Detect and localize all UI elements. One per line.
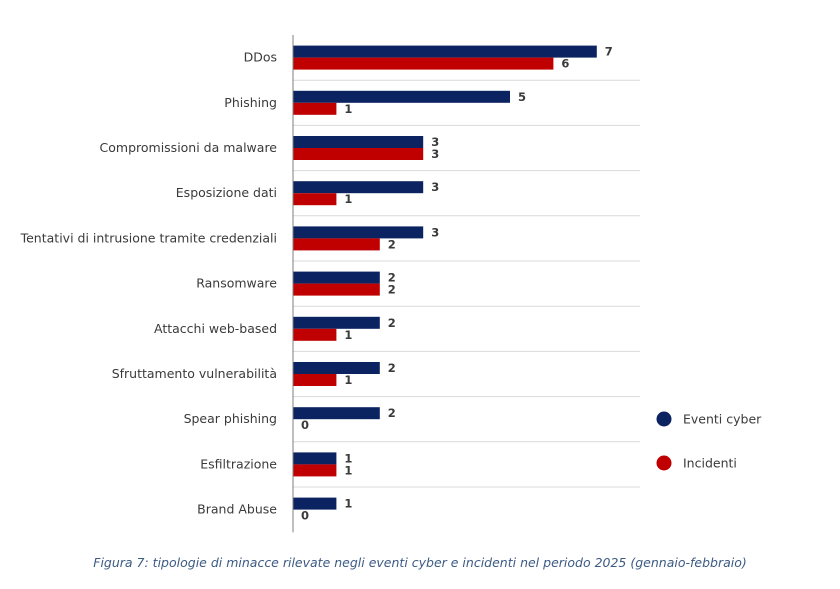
category-label: Compromissioni da malware [100,140,278,155]
bar-incidenti [293,148,424,160]
legend-label: Incidenti [683,456,737,471]
data-label: 1 [344,451,352,465]
data-label: 2 [388,283,396,297]
data-label: 2 [388,406,396,420]
category-label: DDos [244,50,277,65]
data-label: 3 [431,180,439,194]
bar-incidenti [293,102,337,115]
figure-caption: Figura 7: tipologie di minacce rilevate … [93,555,747,570]
data-label: 1 [344,373,352,387]
bar-incidenti [293,464,337,477]
data-label: 0 [301,418,309,432]
bar-incidenti [293,238,380,251]
legend-label: Eventi cyber [683,412,762,427]
data-label: 1 [344,102,352,116]
data-label: 1 [344,497,352,511]
category-label: Spear phishing [184,411,277,426]
bar-eventi-cyber [293,181,424,194]
data-label: 2 [388,237,396,251]
bar-eventi-cyber [293,45,597,58]
data-label: 3 [431,147,439,161]
legend-marker [656,411,672,427]
category-label: Phishing [224,95,277,110]
category-label: Brand Abuse [197,502,277,517]
data-label: 2 [388,271,396,285]
category-label: Ransomware [196,276,277,291]
data-label: 7 [605,45,613,59]
data-label: 2 [388,361,396,375]
data-label: 5 [518,90,526,104]
bar-eventi-cyber [293,316,380,329]
data-label: 1 [344,328,352,342]
bar-eventi-cyber [293,226,424,239]
category-label: Esfiltrazione [200,456,277,471]
bar-eventi-cyber [293,407,380,420]
bar-incidenti [293,57,554,70]
bar-eventi-cyber [293,136,424,148]
legend-marker [656,455,672,471]
bar-incidenti [293,328,337,341]
bar-eventi-cyber [293,271,380,284]
data-label: 1 [344,192,352,206]
bar-eventi-cyber [293,497,337,510]
data-label: 1 [344,463,352,477]
data-label: 3 [431,135,439,149]
category-label: Esposizione dati [176,185,277,200]
bar-eventi-cyber [293,452,337,465]
data-label: 6 [561,57,569,71]
bar-incidenti [293,374,337,386]
category-label: Tentativi di intrusione tramite credenzi… [20,230,277,245]
bar-incidenti [293,283,380,296]
bar-incidenti [293,193,337,206]
category-label: Attacchi web-based [154,321,277,336]
data-label: 0 [301,509,309,523]
category-label: Sfruttamento vulnerabilità [112,366,277,381]
bar-eventi-cyber [293,362,380,374]
bar-eventi-cyber [293,90,510,103]
data-label: 3 [431,225,439,239]
data-label: 2 [388,316,396,330]
